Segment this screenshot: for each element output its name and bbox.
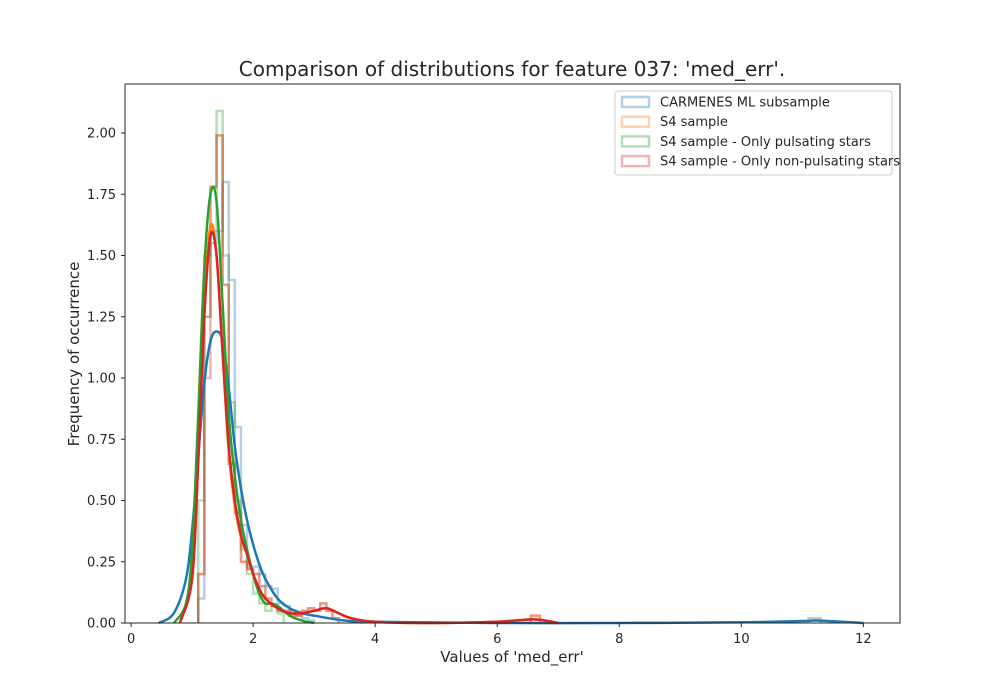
legend-swatch: [620, 115, 651, 128]
x-tick-label: 10: [733, 632, 750, 647]
legend-swatch: [620, 154, 651, 168]
legend-swatch: [620, 135, 651, 148]
y-tick-label: 1.25: [87, 310, 116, 325]
y-tick-label: 1.00: [87, 372, 116, 387]
plot-area: [157, 109, 864, 625]
kde-line-3: [178, 230, 559, 625]
y-tick-label: 0.00: [87, 617, 116, 632]
x-tick-label: 12: [855, 632, 872, 647]
kde-line-2: [172, 185, 315, 625]
x-tick-label: 0: [127, 632, 135, 647]
legend-box: [614, 90, 893, 176]
legend-label: S4 sample - Only non-pulsating stars: [660, 155, 900, 170]
y-tick-label: 0.50: [87, 494, 116, 509]
x-tick-label: 2: [249, 632, 257, 647]
y-tick-label: 1.75: [87, 188, 116, 203]
x-tick-label: 6: [493, 632, 501, 647]
legend-label: S4 sample - Only pulsating stars: [660, 135, 871, 150]
kde-line-1: [178, 222, 559, 625]
y-axis: 0.00 0.25 0.50 0.75 1.00 1.25 1.50 1.75 2.00: [87, 127, 125, 632]
histogram-1: [196, 134, 340, 623]
x-tick-label: 8: [615, 632, 623, 647]
x-axis-label: Values of 'med_err': [440, 648, 583, 667]
legend-label: S4 sample: [660, 115, 728, 130]
legend: CARMENES ML subsample S4 sample S4 sample …: [614, 90, 900, 176]
axes-frame: [124, 83, 901, 624]
y-tick-label: 1.50: [87, 249, 116, 264]
y-tick-label: 0.75: [87, 433, 116, 448]
x-axis: 0 2 4 6 8 10 12: [127, 623, 872, 647]
kde-line-0: [157, 330, 864, 625]
histogram-3: [196, 134, 340, 623]
y-tick-label: 2.00: [87, 127, 116, 142]
x-tick-label: 4: [371, 632, 379, 647]
legend-label: CARMENES ML subsample: [660, 96, 830, 111]
y-tick-label: 0.25: [87, 555, 116, 570]
y-axis-label: Frequency of occurrence: [65, 262, 83, 447]
chart-title: Comparison of distributions for feature …: [239, 57, 785, 81]
legend-swatch: [620, 95, 651, 109]
